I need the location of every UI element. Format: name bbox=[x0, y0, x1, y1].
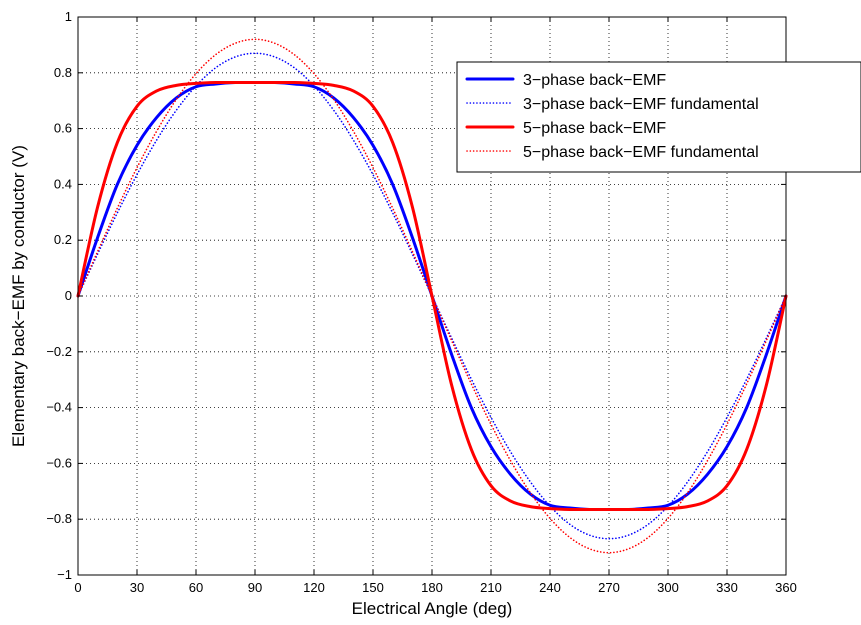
x-tick-label: 270 bbox=[598, 580, 620, 595]
y-tick-label: 0.8 bbox=[54, 65, 72, 80]
y-tick-label: 0.6 bbox=[54, 121, 72, 136]
y-axis-label: Elementary back−EMF by conductor (V) bbox=[9, 145, 28, 447]
x-tick-label: 360 bbox=[775, 580, 797, 595]
legend-box bbox=[456, 61, 861, 173]
x-tick-label: 120 bbox=[303, 580, 325, 595]
tick-layer: 0 30 60 90 120 150 180 210 240 270 300 330 360 −1 −0.8… bbox=[46, 9, 797, 595]
legend-label-2: 3−phase back−EMF fundamental bbox=[523, 96, 759, 113]
series-layer bbox=[76, 38, 788, 554]
y-tick-label: 1 bbox=[65, 9, 72, 24]
x-tick-label: 330 bbox=[716, 580, 738, 595]
y-tick-label: −0.4 bbox=[46, 400, 72, 415]
x-tick-label: 210 bbox=[480, 580, 502, 595]
series-line-3 bbox=[76, 81, 788, 511]
x-tick-label: 240 bbox=[539, 580, 561, 595]
x-axis-label: Electrical Angle (deg) bbox=[352, 599, 513, 618]
y-tick-label: 0.4 bbox=[54, 176, 72, 191]
y-tick-label: −0.8 bbox=[46, 511, 72, 526]
y-tick-label: 0.2 bbox=[54, 232, 72, 247]
series-line-4 bbox=[77, 38, 787, 554]
y-tick-label: −0.6 bbox=[46, 455, 72, 470]
x-tick-label: 150 bbox=[362, 580, 384, 595]
x-tick-label: 30 bbox=[130, 580, 144, 595]
legend-label-4: 5−phase back−EMF fundamental bbox=[523, 144, 759, 161]
legend: 3−phase back−EMF 3−phase back−EMF fundame… bbox=[456, 61, 861, 173]
legend-label-3: 5−phase back−EMF bbox=[523, 120, 666, 137]
x-tick-label: 300 bbox=[657, 580, 679, 595]
x-tick-label: 60 bbox=[189, 580, 203, 595]
x-tick-label: 180 bbox=[421, 580, 443, 595]
x-tick-label: 90 bbox=[248, 580, 262, 595]
legend-label-1: 3−phase back−EMF bbox=[523, 72, 666, 89]
y-tick-label: −1 bbox=[57, 567, 72, 582]
x-tick-label: 0 bbox=[74, 580, 81, 595]
y-tick-label: −0.2 bbox=[46, 344, 72, 359]
y-tick-label: 0 bbox=[65, 288, 72, 303]
series-line-2 bbox=[77, 52, 787, 540]
